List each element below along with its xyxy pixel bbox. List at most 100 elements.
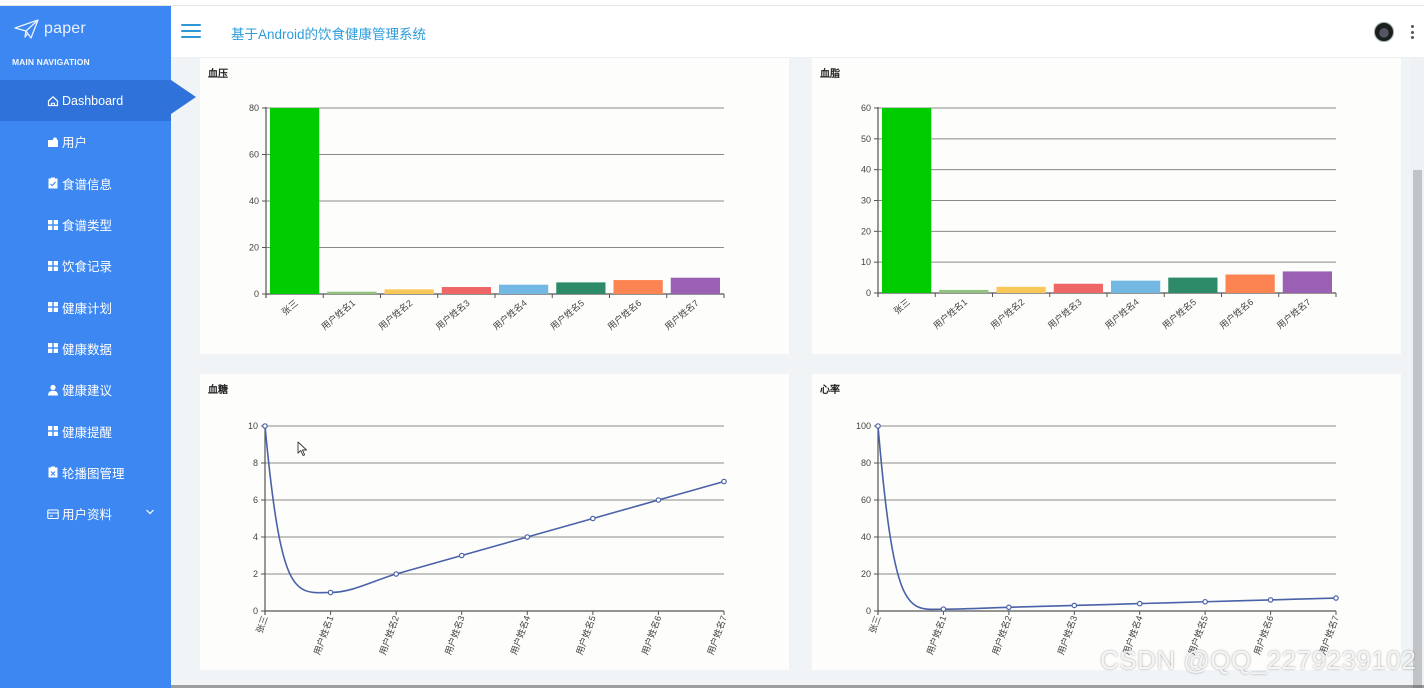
- sidebar-item-dashboard[interactable]: Dashboard: [0, 80, 196, 122]
- blood-lipid-bar-chart[interactable]: 0 10 20 30 40 50 60 张三 用户姓名1 用户姓名2 用户姓名3 用户姓名4 用户姓名5…: [812, 58, 1401, 354]
- main-navigation: Dashboard 用户 食谱信息 食谱类型 饮食记录 健康计划 健康数据 健: [0, 80, 196, 534]
- sidebar-item-diet-record[interactable]: 饮食记录: [0, 245, 171, 286]
- top-header: 基于Android的饮食健康管理系统: [171, 6, 1424, 58]
- grid-icon: [47, 260, 59, 272]
- bar[interactable]: [384, 289, 434, 294]
- bar[interactable]: [499, 284, 549, 294]
- x-tick-label: 用户姓名6: [1251, 614, 1275, 656]
- avatar[interactable]: [1374, 22, 1394, 42]
- data-point[interactable]: [1071, 602, 1078, 609]
- sidebar-item-users[interactable]: 用户: [0, 121, 171, 162]
- x-tick-label: 用户姓名4: [1102, 296, 1140, 331]
- bar[interactable]: [670, 277, 720, 294]
- sidebar-item-label: 轮播图管理: [62, 466, 125, 481]
- x-tick-label: 张三: [254, 614, 270, 634]
- x-tick-label: 用户姓名4: [1120, 614, 1144, 656]
- y-tick-label: 60: [861, 495, 871, 505]
- data-point[interactable]: [1006, 604, 1012, 611]
- grid-icon: [47, 301, 59, 313]
- x-tick-label: 用户姓名2: [377, 614, 401, 656]
- heart-rate-line-chart[interactable]: 0 20 40 60 80 100 张三 用户姓名1 用户姓名2 用户姓名3 用户姓名4 用户姓名5 用…: [812, 374, 1401, 670]
- sidebar-item-label: 食谱信息: [62, 177, 113, 192]
- sidebar-item-label: 健康建议: [62, 384, 113, 399]
- bar[interactable]: [1111, 280, 1161, 293]
- bar[interactable]: [270, 108, 320, 294]
- bar[interactable]: [556, 282, 606, 294]
- person-icon: [47, 384, 59, 396]
- sidebar-item-health-plan[interactable]: 健康计划: [0, 286, 171, 327]
- blood-pressure-bar-chart[interactable]: 0 20 40 60 80 张三 用户姓名1 用户姓名2 用户姓名3 用户姓名4 用户姓名5 用户姓名…: [200, 58, 789, 354]
- bar[interactable]: [1053, 283, 1103, 293]
- y-tick-label: 20: [249, 243, 259, 253]
- y-tick-label: 6: [253, 495, 258, 505]
- data-point[interactable]: [1136, 600, 1143, 607]
- sidebar-item-health-advice[interactable]: 健康建议: [0, 369, 171, 410]
- x-tick-label: 用户姓名2: [988, 296, 1026, 331]
- blood-lipid-chart-card: 血脂 0 10 20 30 40 50 60 张三 用户姓名1 用户姓名2 用户姓名3 用户姓名4 用户…: [812, 58, 1401, 354]
- bar[interactable]: [939, 289, 989, 293]
- data-point[interactable]: [590, 515, 596, 522]
- scrollbar-thumb[interactable]: [1413, 170, 1422, 688]
- data-point[interactable]: [262, 423, 268, 429]
- data-point[interactable]: [524, 534, 531, 540]
- sidebar-item-health-data[interactable]: 健康数据: [0, 328, 171, 369]
- data-point[interactable]: [393, 571, 399, 577]
- data-point[interactable]: [1202, 598, 1208, 605]
- x-tick-label: 用户姓名1: [931, 296, 969, 331]
- sidebar: paper MAIN NAVIGATION Dashboard 用户 食谱信息 …: [0, 6, 196, 688]
- more-options-button[interactable]: [1410, 25, 1414, 39]
- sidebar-item-label: 饮食记录: [62, 260, 113, 275]
- data-point[interactable]: [721, 478, 727, 485]
- data-point[interactable]: [458, 552, 465, 559]
- grid-icon: [47, 342, 59, 354]
- sidebar-item-recipe-type[interactable]: 食谱类型: [0, 204, 171, 245]
- data-point[interactable]: [940, 606, 947, 612]
- chart-title: 血脂: [820, 69, 840, 80]
- data-point[interactable]: [875, 423, 881, 429]
- y-tick-label: 0: [866, 288, 871, 298]
- data-point[interactable]: [1333, 595, 1339, 601]
- blood-sugar-chart-card: 血糖 0 2 4 6 8 10 张三 用户姓名1 用户姓名2 用户姓名3 用户姓名4 用户姓名5 用户姓…: [200, 374, 789, 670]
- sidebar-item-label: 健康数据: [62, 342, 113, 357]
- sidebar-item-recipe-info[interactable]: 食谱信息: [0, 163, 171, 204]
- sidebar-item-health-reminder[interactable]: 健康提醒: [0, 410, 171, 451]
- bar[interactable]: [613, 280, 663, 294]
- x-tick-label: 用户姓名4: [508, 614, 532, 656]
- bar[interactable]: [441, 287, 491, 294]
- bar[interactable]: [882, 108, 932, 293]
- nav-header: MAIN NAVIGATION: [12, 57, 90, 67]
- x-tick-label: 用户姓名5: [548, 297, 586, 332]
- y-tick-label: 4: [253, 532, 258, 542]
- browser-top-strip: [0, 0, 1424, 6]
- y-tick-label: 2: [253, 569, 258, 579]
- bar[interactable]: [1168, 277, 1218, 293]
- more-vertical-icon: [1410, 25, 1414, 28]
- bottom-edge: [171, 685, 1424, 688]
- x-tick-label: 用户姓名3: [433, 297, 471, 332]
- x-tick-label: 用户姓名7: [1317, 614, 1341, 656]
- data-point[interactable]: [327, 589, 334, 596]
- bar[interactable]: [996, 286, 1046, 293]
- y-tick-label: 8: [253, 458, 258, 468]
- bar[interactable]: [1225, 274, 1275, 294]
- y-tick-label: 50: [861, 134, 871, 144]
- data-point[interactable]: [1267, 597, 1274, 603]
- chart-title: 心率: [820, 385, 840, 396]
- data-point[interactable]: [655, 497, 662, 503]
- y-tick-label: 30: [861, 196, 871, 206]
- menu-toggle-button[interactable]: [181, 24, 201, 38]
- y-tick-label: 10: [248, 421, 258, 431]
- bar[interactable]: [1282, 271, 1332, 293]
- series-line: [264, 425, 725, 594]
- x-tick-label: 用户姓名6: [1217, 296, 1255, 331]
- app-title: 基于Android的饮食健康管理系统: [231, 27, 427, 42]
- logo[interactable]: paper: [14, 18, 86, 40]
- sidebar-item-user-profile[interactable]: 用户资料: [0, 493, 171, 534]
- user-card-icon: [47, 136, 59, 148]
- blood-sugar-line-chart[interactable]: 0 2 4 6 8 10 张三 用户姓名1 用户姓名2 用户姓名3 用户姓名4 用户姓名5 用户姓名6 用…: [200, 374, 789, 670]
- hamburger-line: [181, 36, 201, 38]
- sidebar-item-carousel-management[interactable]: 轮播图管理: [0, 452, 171, 493]
- x-tick-label: 用户姓名2: [376, 297, 414, 332]
- hamburger-line: [181, 30, 201, 32]
- bar[interactable]: [327, 291, 377, 294]
